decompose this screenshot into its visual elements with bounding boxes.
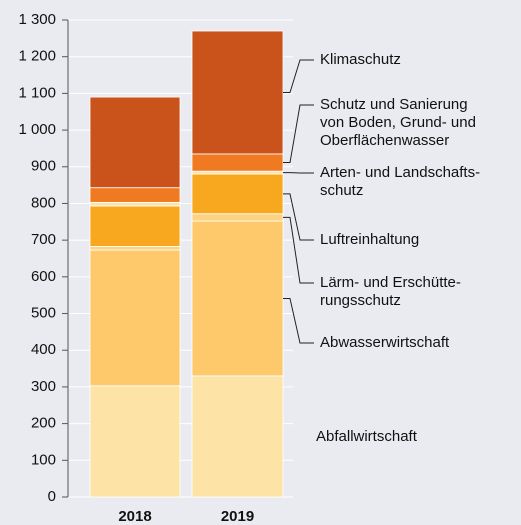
y-tick-label: 500 bbox=[31, 305, 56, 322]
bar-segment bbox=[191, 375, 284, 498]
y-tick-label: 1 100 bbox=[18, 84, 56, 101]
y-tick-label: 700 bbox=[31, 231, 56, 248]
bar-segment bbox=[89, 201, 181, 207]
legend-label: Lärm- und Erschütte-rungsschutz bbox=[320, 274, 461, 309]
y-tick-label: 300 bbox=[31, 378, 56, 395]
bar-segment bbox=[191, 153, 284, 172]
bar-segment bbox=[191, 173, 284, 215]
leader-line bbox=[283, 193, 314, 241]
y-tick-label: 100 bbox=[31, 451, 56, 468]
legend-label: Abwasserwirtschaft bbox=[320, 334, 450, 351]
y-tick-label: 800 bbox=[31, 194, 56, 211]
leader-line bbox=[283, 216, 314, 284]
leader-line bbox=[283, 104, 314, 164]
legend-label: Schutz und Sanierung von Boden, Grund- un… bbox=[320, 96, 476, 149]
y-tick-label: 400 bbox=[31, 341, 56, 358]
y-tick-label: 1 300 bbox=[18, 11, 56, 28]
legend-label: Arten- und Landschafts-schutz bbox=[320, 164, 480, 199]
bar-segment bbox=[191, 220, 284, 377]
leader-line bbox=[283, 59, 314, 93]
y-tick-label: 600 bbox=[31, 268, 56, 285]
bar-segment bbox=[89, 245, 181, 251]
leader-line bbox=[283, 297, 314, 344]
bar-segment bbox=[191, 30, 284, 155]
x-tick-label: 2019 bbox=[221, 508, 254, 525]
y-tick-label: 1 200 bbox=[18, 48, 56, 65]
bar-segment bbox=[89, 249, 181, 387]
x-tick-label: 2018 bbox=[118, 508, 151, 525]
bar-segment bbox=[89, 96, 181, 189]
bar-segment bbox=[89, 187, 181, 203]
y-tick-label: 1 000 bbox=[18, 121, 56, 138]
y-tick-label: 200 bbox=[31, 415, 56, 432]
y-tick-label: 0 bbox=[48, 488, 56, 505]
bar-segment bbox=[89, 385, 181, 498]
bar-segment bbox=[191, 213, 284, 222]
bar-segment bbox=[191, 170, 284, 175]
legend-label: Abfallwirtschaft bbox=[316, 428, 418, 445]
bar-segment bbox=[89, 205, 181, 247]
y-tick-label: 900 bbox=[31, 158, 56, 175]
legend-label: Klimaschutz bbox=[320, 51, 401, 68]
legend-label: Luftreinhaltung bbox=[320, 231, 419, 248]
